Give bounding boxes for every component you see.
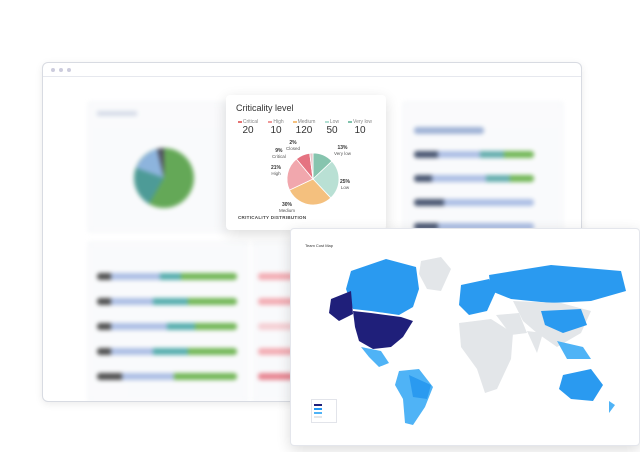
- map-legend-swatch: [314, 408, 322, 410]
- legend-value: 10: [270, 125, 282, 136]
- country-nz: [609, 401, 615, 413]
- business-panel: [403, 102, 563, 237]
- window-dot: [51, 67, 55, 72]
- pie-label-high: 21% High: [271, 165, 282, 176]
- world-map: [329, 257, 626, 425]
- country-canada: [346, 259, 419, 315]
- blurred-background-dashboard: [43, 77, 581, 401]
- map-legend-swatch: [314, 416, 322, 418]
- pie-slice-high: [286, 158, 314, 191]
- legend-value: 50: [326, 125, 338, 136]
- legend-value: 10: [354, 125, 366, 136]
- legend-swatch: [292, 120, 297, 123]
- country-middle-east: [496, 313, 527, 335]
- pie-label-medium: 30% Medium: [279, 202, 296, 213]
- window-dot: [67, 67, 71, 72]
- pie-label-critical: 9% Critical: [272, 148, 286, 159]
- criticality-footer: CRITICALITY DISTRIBUTION: [238, 215, 307, 220]
- bars-panel-middle: [253, 242, 294, 401]
- map-title: Team Cost Map: [305, 243, 334, 248]
- legend-value: 120: [295, 125, 313, 136]
- map-legend: [311, 399, 337, 423]
- pie-label-very-low: 13% Very low: [334, 145, 352, 156]
- country-india: [527, 331, 543, 353]
- map-legend-swatch: [314, 404, 322, 406]
- legend-label: Very low: [353, 119, 372, 125]
- window-titlebar: [43, 63, 581, 77]
- legend-medium[interactable]: Medium 120: [292, 119, 316, 136]
- bars-panel-left: [88, 242, 248, 401]
- pie-slice-closed: [309, 152, 314, 180]
- country-africa: [459, 319, 513, 393]
- legend-swatch: [268, 120, 273, 123]
- country-australia: [559, 369, 603, 401]
- country-mexico: [361, 347, 389, 367]
- legend-value: 20: [242, 125, 254, 136]
- legend-label: Critical: [242, 119, 259, 125]
- background-pie: [97, 111, 194, 208]
- pie-label-closed: 2% Closed: [286, 140, 301, 151]
- cost-map-card: Team Cost Map: [290, 228, 640, 446]
- legend-swatch: [348, 120, 353, 123]
- legend-label: Low: [329, 119, 340, 125]
- criticality-pie: [286, 152, 340, 206]
- criticality-title: Criticality level: [236, 103, 294, 113]
- window-dot: [59, 67, 63, 72]
- legend-very-low[interactable]: Very low 10: [348, 119, 372, 136]
- country-usa: [353, 311, 413, 349]
- country-brazil: [409, 375, 431, 399]
- legend-label: High: [273, 119, 284, 125]
- legend-label: Medium: [297, 119, 316, 125]
- country-se-asia: [557, 341, 591, 359]
- workflow-panel: [88, 102, 228, 232]
- legend-critical[interactable]: Critical 20: [236, 119, 260, 136]
- pie-label-low: 25% Low: [340, 179, 351, 190]
- country-china: [541, 309, 587, 333]
- legend-low[interactable]: Low 50: [320, 119, 344, 136]
- criticality-legend: Critical 20 High 10 Medium 120 Low 50 Very l…: [236, 119, 376, 136]
- pie-slice-low: [312, 160, 340, 199]
- country-greenland: [419, 257, 451, 291]
- map-legend-swatch: [314, 412, 322, 414]
- country-europe: [459, 279, 496, 315]
- legend-swatch: [237, 120, 242, 123]
- country-alaska: [329, 291, 353, 321]
- country-russia: [489, 265, 626, 303]
- criticality-card: Criticality level Critical 20 High 10 Medi…: [226, 95, 386, 230]
- legend-high[interactable]: High 10: [264, 119, 288, 136]
- legend-swatch: [324, 120, 329, 123]
